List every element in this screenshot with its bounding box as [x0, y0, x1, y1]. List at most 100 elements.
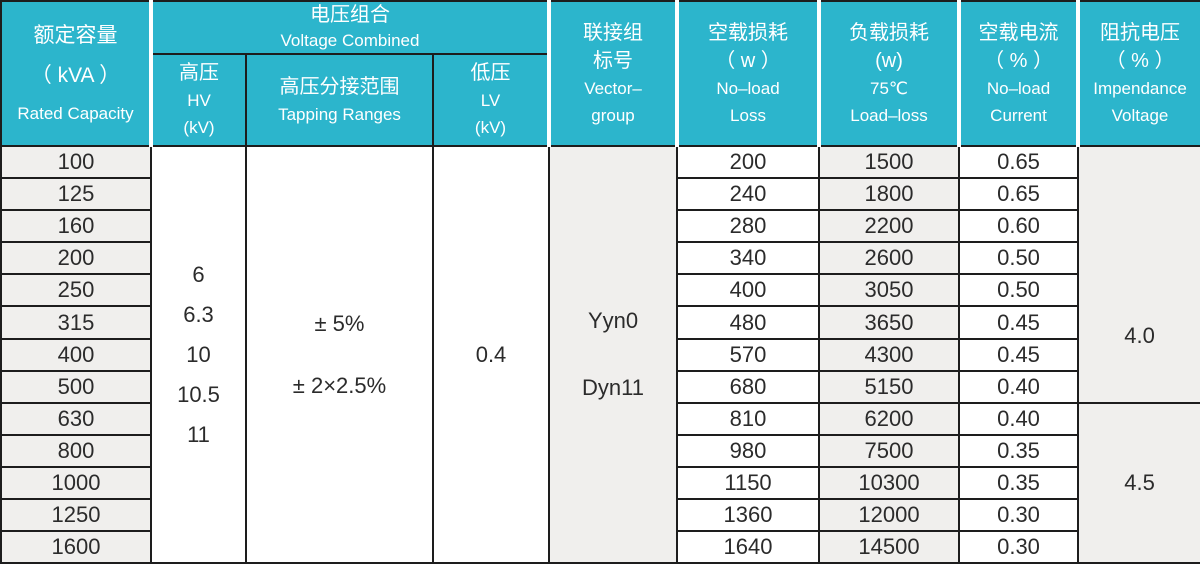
header-load-loss-unit: (w): [875, 49, 903, 72]
header-voltage-combined-en: Voltage Combined: [280, 31, 420, 51]
capacity-cell: 1000: [0, 465, 152, 500]
header-impedance-voltage-en1: Impendance: [1093, 78, 1187, 98]
table-row: 400 570 4300 0.45: [0, 337, 1200, 372]
hv-value: 10: [186, 341, 211, 367]
header-hv-unit: (kV): [183, 118, 215, 138]
hv-value: 6: [192, 261, 205, 287]
table-row: 250 400 3050 0.50: [0, 273, 1200, 308]
header-row-1: 额定容量 （ kVA ） Rated Capacity 电压组合 Voltage…: [0, 0, 1200, 148]
impedance-value-cell: 4.0: [1077, 145, 1200, 404]
no-load-loss-cell: 680: [676, 369, 821, 404]
header-no-load-current-zh: 空载电流: [978, 21, 1059, 44]
no-load-current-cell: 0.65: [958, 177, 1080, 212]
header-tapping-range-en: Tapping Ranges: [278, 104, 401, 124]
capacity-cell: 400: [0, 337, 152, 372]
tapping-value: ± 2×2.5%: [292, 372, 387, 398]
header-hv: 高压 HV (kV): [149, 53, 247, 148]
header-vector-group-zh1: 联接组: [583, 21, 644, 44]
impedance-value: 4.0: [1124, 323, 1155, 349]
header-no-load-current-en2: Current: [990, 105, 1047, 125]
capacity-cell: 200: [0, 241, 152, 276]
capacity-cell: 1600: [0, 529, 152, 564]
hv-values-cell: 6 6.3 10 10.5 11: [150, 145, 247, 564]
header-hv-en: HV: [187, 91, 211, 111]
header-rated-capacity-en: Rated Capacity: [17, 103, 134, 123]
load-loss-cell: 10300: [818, 465, 961, 500]
header-no-load-current-en1: No–load: [986, 78, 1051, 98]
load-loss-cell: 5150: [818, 369, 961, 404]
load-loss-cell: 1800: [818, 177, 961, 212]
capacity-cell: 125: [0, 177, 152, 212]
no-load-loss-cell: 400: [676, 273, 821, 308]
hv-value: 11: [187, 421, 210, 447]
load-loss-cell: 3050: [818, 273, 961, 308]
header-no-load-loss-en1: No–load: [716, 78, 780, 98]
load-loss-cell: 1500: [818, 145, 961, 180]
table-row: 1000 1150 10300 0.35: [0, 465, 1200, 500]
capacity-cell: 800: [0, 433, 152, 468]
load-loss-cell: 2600: [818, 241, 961, 276]
capacity-cell: 630: [0, 401, 152, 436]
header-lv-zh: 低压: [470, 62, 511, 85]
table-row: 800 980 7500 0.35: [0, 433, 1200, 468]
no-load-loss-cell: 1360: [676, 497, 821, 532]
header-lv-unit: (kV): [474, 118, 507, 138]
capacity-cell: 1250: [0, 497, 152, 532]
header-no-load-loss-zh: 空载损耗: [708, 21, 789, 44]
no-load-loss-cell: 480: [676, 305, 821, 340]
header-vector-group-en2: group: [591, 105, 635, 125]
header-load-loss-zh: 负载损耗: [849, 21, 930, 44]
tapping-value: ± 5%: [314, 310, 365, 336]
header-hv-zh: 高压: [179, 62, 219, 85]
header-rated-capacity: 额定容量 （ kVA ） Rated Capacity: [0, 0, 152, 148]
no-load-loss-cell: 1150: [676, 465, 821, 500]
hv-value: 6.3: [183, 301, 214, 327]
header-vector-group: 联接组 标号 Vector– group: [547, 0, 679, 148]
load-loss-cell: 6200: [818, 401, 961, 436]
no-load-loss-cell: 280: [676, 209, 821, 244]
table-row: 630 810 6200 0.40 4.5: [0, 401, 1200, 564]
table-row: 160 280 2200 0.60: [0, 209, 1200, 244]
header-no-load-current: 空载电流 （ % ） No–load Current: [957, 0, 1080, 148]
header-load-loss-en1: 75℃: [870, 78, 909, 98]
no-load-current-cell: 0.30: [958, 497, 1080, 532]
load-loss-cell: 12000: [818, 497, 961, 532]
header-load-loss-en2: Load–loss: [850, 105, 928, 125]
impedance-value: 4.5: [1124, 469, 1155, 495]
no-load-current-cell: 0.40: [958, 401, 1080, 436]
impedance-value-cell: 4.5: [1077, 401, 1200, 564]
header-vector-group-zh2: 标号: [593, 49, 634, 72]
header-no-load-loss: 空载损耗 （ w ） No–load Loss: [675, 0, 821, 148]
vector-group-value: Dyn11: [582, 375, 644, 401]
header-rated-capacity-zh: 额定容量: [33, 23, 118, 47]
no-load-current-cell: 0.45: [958, 337, 1080, 372]
no-load-loss-cell: 200: [676, 145, 821, 180]
header-lv: 低压 LV (kV): [431, 53, 551, 148]
no-load-loss-cell: 240: [676, 177, 821, 212]
no-load-loss-cell: 340: [676, 241, 821, 276]
header-no-load-loss-unit: （ w ）: [715, 49, 781, 72]
header-tapping-range: 高压分接范围 Tapping Ranges: [245, 53, 434, 148]
header-vector-group-en1: Vector–: [584, 78, 642, 98]
header-impedance-voltage-zh: 阻抗电压: [1100, 21, 1181, 44]
load-loss-cell: 14500: [818, 529, 961, 564]
header-impedance-voltage-unit: （ % ）: [1105, 49, 1175, 72]
no-load-loss-cell: 1640: [676, 529, 821, 564]
table-row: 125 240 1800 0.65: [0, 177, 1200, 212]
no-load-current-cell: 0.30: [958, 529, 1080, 564]
table-row: 200 340 2600 0.50: [0, 241, 1200, 276]
load-loss-cell: 7500: [818, 433, 961, 468]
table-row: 500 680 5150 0.40: [0, 369, 1200, 404]
header-load-loss: 负载损耗 (w) 75℃ Load–loss: [817, 0, 961, 148]
hv-value: 10.5: [177, 381, 220, 407]
capacity-cell: 315: [0, 305, 152, 340]
table-row: 100 6 6.3 10 10.5 11 ± 5% ± 2×2.5% 0.4 Y…: [0, 145, 1200, 564]
capacity-cell: 250: [0, 273, 152, 308]
lv-value-cell: 0.4: [431, 145, 551, 564]
load-loss-cell: 4300: [818, 337, 961, 372]
load-loss-cell: 3650: [818, 305, 961, 340]
header-lv-en: LV: [480, 91, 501, 111]
no-load-current-cell: 0.65: [958, 145, 1080, 180]
vector-group-value: Yyn0: [587, 308, 639, 334]
tapping-range-cell: ± 5% ± 2×2.5%: [245, 145, 434, 564]
